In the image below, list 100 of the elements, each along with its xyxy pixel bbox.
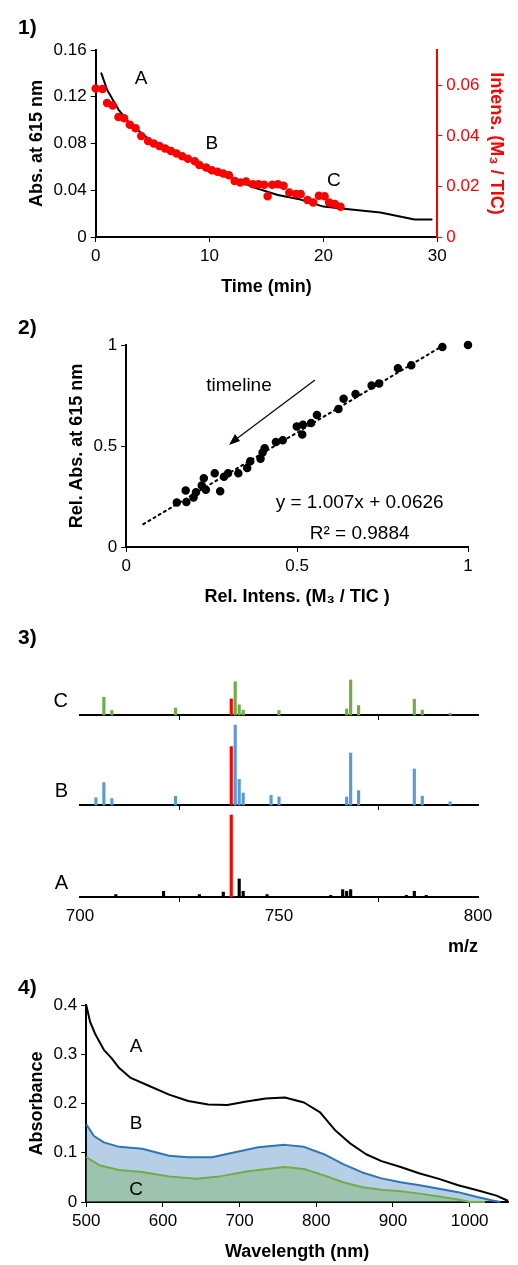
x-tick-label: 0: [121, 555, 131, 575]
point: [297, 430, 307, 439]
y-tick-label: 0.4: [53, 994, 78, 1014]
annotation: C: [129, 1178, 143, 1200]
point: [199, 474, 209, 483]
point: [339, 394, 348, 403]
bar: [229, 698, 233, 716]
point: [279, 181, 288, 190]
y2-tick-label: 0: [446, 226, 456, 246]
point: [241, 177, 251, 186]
bar: [110, 798, 114, 806]
bar: [94, 797, 98, 806]
bar: [233, 681, 237, 716]
bar: [277, 710, 281, 716]
x-tick-label: 900: [378, 1210, 408, 1230]
point: [336, 202, 345, 211]
y-axis-title: Abs. at 615 nm: [25, 79, 46, 208]
bar: [102, 782, 106, 806]
y-tick-label: 0.5: [93, 435, 118, 455]
annotation: R² = 0.9884: [309, 522, 410, 544]
point: [242, 463, 252, 473]
x-axis-title: Rel. Intens. (M₃ / TIC ): [204, 586, 390, 607]
bar: [412, 698, 416, 716]
y2-tick-label: 0.04: [446, 125, 480, 145]
bar: [229, 746, 233, 806]
text: 1): [18, 15, 37, 39]
y-tick-label: 0.08: [53, 133, 87, 153]
y2-tick-label: 0.06: [446, 75, 480, 95]
y-tick-label: 0: [107, 536, 118, 556]
point: [234, 469, 243, 478]
bar: [412, 768, 416, 806]
point: [312, 410, 322, 420]
x-tick-label: 700: [65, 905, 95, 925]
point: [181, 486, 190, 495]
x-tick-label: 500: [72, 1210, 101, 1230]
x-tick-label: 10: [200, 245, 220, 265]
bar: [233, 724, 237, 806]
point: [285, 188, 294, 197]
y-tick-label: 0.1: [53, 1142, 78, 1162]
annotation: C: [326, 169, 341, 191]
annotation: A: [129, 1034, 143, 1056]
point: [224, 171, 234, 180]
point: [320, 192, 329, 201]
bar: [349, 679, 353, 716]
point: [292, 422, 302, 431]
bar: [277, 796, 281, 806]
x-tick-label: 0: [90, 245, 101, 265]
y-tick-label: 0: [67, 1191, 78, 1211]
series-label: C: [53, 688, 68, 711]
text: A: [54, 870, 69, 893]
x-tick-label: 800: [302, 1210, 331, 1230]
point: [119, 113, 129, 123]
annotation: A: [134, 67, 148, 89]
bar: [420, 795, 424, 806]
point: [308, 198, 318, 207]
x-axis-title: m/z: [447, 936, 478, 957]
text: 2): [18, 315, 37, 339]
bar: [349, 752, 353, 806]
bar: [448, 801, 452, 806]
x-tick-label: 800: [463, 905, 493, 925]
text: 3): [18, 625, 37, 649]
point: [182, 497, 191, 507]
y2-tick-label: 0.02: [446, 176, 480, 196]
bar: [269, 795, 273, 806]
y-tick-label: 0.3: [53, 1043, 78, 1063]
y-tick-label: 0.04: [53, 179, 87, 199]
bar: [102, 696, 106, 716]
point: [215, 487, 225, 496]
point: [351, 389, 360, 399]
x-tick-label: 30: [427, 245, 447, 265]
x-tick-label: 700: [225, 1210, 254, 1230]
annotation: B: [129, 1112, 143, 1134]
y-tick-label: 1: [107, 334, 118, 354]
point: [256, 454, 265, 463]
y-axis-title: Rel. Abs. at 615 nm: [65, 363, 86, 529]
x-tick-label: 1000: [450, 1210, 489, 1230]
annotation: y = 1.007x + 0.0626: [275, 490, 444, 512]
bar: [229, 814, 233, 898]
point: [108, 101, 118, 110]
point: [183, 154, 193, 163]
point: [195, 160, 204, 170]
bar: [110, 710, 114, 716]
x-tick-label: 600: [148, 1210, 178, 1230]
x-tick-label: 750: [264, 905, 294, 925]
point: [91, 84, 100, 93]
point: [136, 131, 146, 141]
y2-axis-title: Intens. (M₃ / TIC): [487, 72, 508, 215]
x-axis-title: Time (min): [221, 276, 312, 297]
y-tick-label: 0: [77, 226, 87, 246]
y-tick-label: 0.12: [53, 86, 87, 106]
x-axis-title: Wavelength (nm): [224, 1241, 370, 1262]
point: [263, 192, 272, 201]
bar: [173, 795, 178, 806]
annotation: timeline: [206, 373, 272, 395]
annotation: B: [205, 131, 219, 153]
x-tick-label: 20: [313, 245, 333, 265]
x-tick-label: 1: [463, 555, 473, 575]
y-axis-title: Absorbance: [25, 1051, 46, 1156]
series-label: B: [54, 778, 68, 801]
point: [463, 340, 473, 350]
